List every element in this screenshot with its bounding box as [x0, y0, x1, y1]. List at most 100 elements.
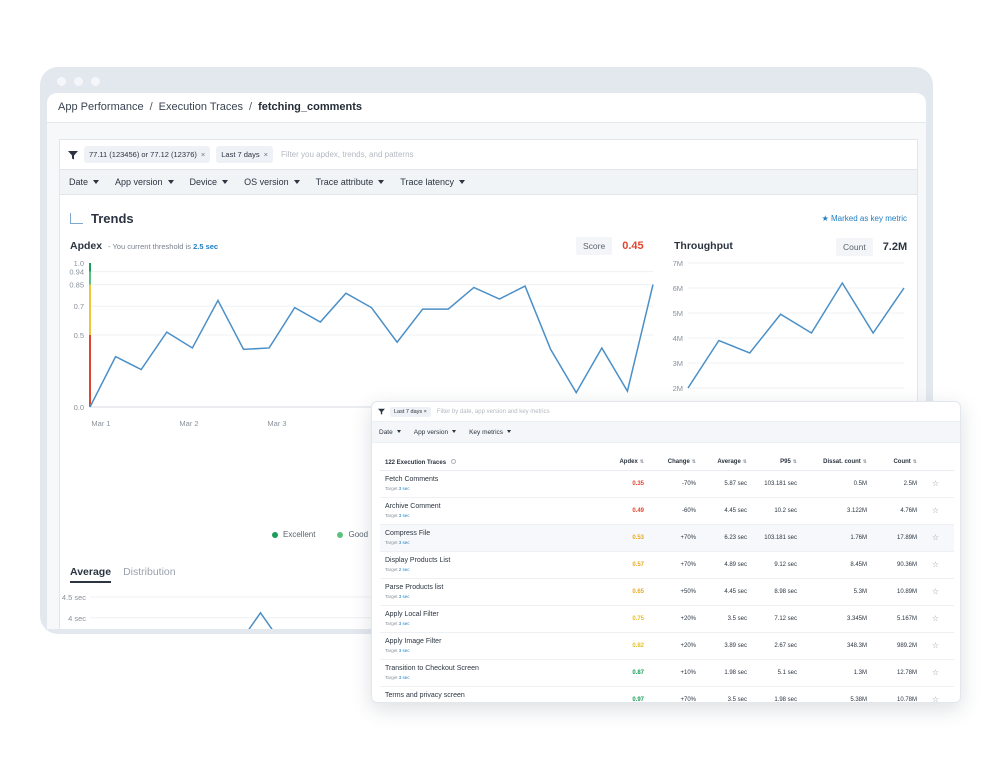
star-icon[interactable]: ☆: [931, 668, 940, 677]
average-cell: 4.45 sec: [702, 578, 753, 606]
throughput-line: [687, 281, 905, 389]
trace-name-cell: Transition to Checkout Screen Target 3 se…: [380, 659, 595, 687]
apdex-cell: 0.65: [595, 578, 650, 606]
trace-name[interactable]: Transition to Checkout Screen: [385, 665, 479, 672]
traces-table: 122 Execution Traces Apdex ⇅ Change ⇅ Aver…: [380, 455, 954, 703]
count-cell: 2.5M: [873, 470, 923, 498]
target-label: Target: [385, 648, 398, 653]
table-row[interactable]: Display Products List Target 2 sec 0.57 +70…: [380, 551, 954, 579]
breadcrumb-item[interactable]: App Performance: [58, 101, 144, 113]
apdex-cell: 0.75: [595, 605, 650, 633]
chevron-down-icon: [459, 180, 465, 184]
table-row[interactable]: Archive Comment Target 3 sec 0.49 -60% 4.45 …: [380, 497, 954, 525]
column-header-average[interactable]: Average ⇅: [702, 455, 753, 471]
trace-name[interactable]: Fetch Comments: [385, 476, 439, 483]
table-row[interactable]: Transition to Checkout Screen Target 3 se…: [380, 659, 954, 687]
trace-name[interactable]: Apply Image Filter: [385, 638, 442, 645]
dropdown-key-metrics[interactable]: Key metrics: [469, 429, 512, 436]
dropdown-device[interactable]: Device: [190, 177, 229, 187]
column-header-count[interactable]: Count ⇅: [873, 455, 923, 471]
filter-chip-date[interactable]: Last 7 days ×: [216, 146, 273, 163]
threshold-value[interactable]: 2.5 sec: [193, 242, 219, 251]
breadcrumb: App Performance / Execution Traces / fetchin…: [47, 93, 926, 123]
table-row[interactable]: Apply Image Filter Target 3 sec 0.82 +20% 3.…: [380, 632, 954, 660]
star-icon[interactable]: ☆: [931, 533, 940, 542]
count-label: Count: [836, 238, 873, 256]
dropdown-label: Date: [379, 428, 393, 436]
tab-distribution[interactable]: Distribution: [123, 566, 176, 578]
tab-average[interactable]: Average: [70, 566, 112, 583]
trace-name[interactable]: Display Products List: [385, 557, 451, 564]
column-header-change[interactable]: Change ⇅: [650, 455, 702, 471]
dropdown-app-version[interactable]: App version: [414, 429, 457, 436]
dropdown-os-version[interactable]: OS version: [244, 177, 300, 187]
target-value: 3 sec: [398, 621, 410, 626]
average-cell: 4.89 sec: [702, 551, 753, 579]
trace-name-cell: Apply Image Filter Target 3 sec: [380, 632, 595, 660]
star-icon[interactable]: ☆: [931, 560, 940, 569]
p95-cell: 2.67 sec: [753, 632, 803, 660]
y-tick-label: 0.0: [74, 403, 84, 412]
key-metric-link[interactable]: ★ Marked as key metric: [822, 214, 907, 223]
favorite-cell: ☆: [923, 686, 954, 703]
target-value: 2 sec: [398, 567, 410, 572]
info-icon[interactable]: [451, 458, 457, 464]
table-title-text: 122 Execution Traces: [385, 459, 447, 466]
trace-name[interactable]: Compress File: [385, 530, 431, 537]
sort-icon: ⇅: [862, 459, 867, 466]
filter-chip-date[interactable]: Last 7 days ×: [390, 406, 431, 417]
trace-target: Target 3 sec: [385, 702, 589, 703]
target-label: Target: [385, 675, 398, 680]
card-filter-input[interactable]: Filter by date, app version and key metr…: [436, 408, 550, 415]
y-tick-label: 0.7: [74, 302, 84, 311]
filter-chip-version[interactable]: 77.11 (123456) or 77.12 (12376) ×: [84, 146, 211, 163]
window-dot: [91, 77, 100, 86]
star-icon[interactable]: ☆: [931, 695, 940, 703]
table-row[interactable]: Fetch Comments Target 3 sec 0.35 -70% 5.87 s…: [380, 470, 954, 498]
trace-target: Target 3 sec: [385, 621, 589, 626]
legend-dot: [337, 531, 344, 538]
trace-name[interactable]: Parse Products list: [385, 584, 444, 591]
breadcrumb-current: fetching_comments: [258, 101, 363, 113]
star-icon[interactable]: ☆: [931, 641, 940, 650]
star-icon[interactable]: ☆: [931, 479, 940, 488]
p95-cell: 5.1 sec: [753, 659, 803, 687]
y-tick-label: 7M: [673, 259, 683, 268]
column-header-apdex[interactable]: Apdex ⇅: [595, 455, 650, 471]
table-row[interactable]: Compress File Target 3 sec 0.53 +70% 6.23 se…: [380, 524, 954, 552]
star-icon[interactable]: ☆: [931, 614, 940, 623]
dropdown-date[interactable]: Date: [69, 177, 100, 187]
dropdown-trace-latency[interactable]: Trace latency: [400, 177, 465, 187]
throughput-chart: 7M 6M 5M 4M 3M 2M: [673, 259, 905, 393]
dropdown-app-version[interactable]: App version: [115, 177, 174, 187]
star-icon[interactable]: ☆: [931, 506, 940, 515]
table-header-row: 122 Execution Traces Apdex ⇅ Change ⇅ Aver…: [380, 455, 954, 471]
dropdown-date[interactable]: Date: [379, 429, 401, 436]
table-title: 122 Execution Traces: [380, 455, 595, 471]
column-header-dissat-count[interactable]: Dissat. count ⇅: [803, 455, 873, 471]
chevron-down-icon: [452, 429, 457, 433]
target-value: 3 sec: [398, 648, 410, 653]
table-row[interactable]: Apply Local Filter Target 3 sec 0.75 +20% 3.…: [380, 605, 954, 633]
dropdown-trace-attribute[interactable]: Trace attribute: [316, 177, 385, 187]
trace-name[interactable]: Terms and privacy screen: [385, 692, 465, 699]
breadcrumb-item[interactable]: Execution Traces: [158, 101, 244, 113]
x-tick-label: Mar 1: [91, 419, 110, 428]
throughput-title: Throughput: [674, 240, 733, 252]
close-icon[interactable]: ×: [200, 150, 206, 159]
sort-icon: ⇅: [691, 459, 696, 466]
dropdown-label: Device: [189, 177, 218, 187]
filter-input[interactable]: Filter you apdex, trends, and patterns: [281, 150, 414, 159]
trace-name[interactable]: Apply Local Filter: [385, 611, 439, 618]
table-row[interactable]: Parse Products list Target 3 sec 0.65 +50% 4…: [380, 578, 954, 606]
breadcrumb-separator: /: [249, 101, 253, 113]
close-icon[interactable]: ×: [263, 150, 268, 159]
apdex-heading: Apdex - You current threshold is 2.5 sec: [70, 240, 218, 252]
trace-name[interactable]: Archive Comment: [385, 503, 441, 510]
star-icon[interactable]: ☆: [931, 587, 940, 596]
table-row[interactable]: Terms and privacy screen Target 3 sec 0.97…: [380, 686, 954, 703]
trends-heading: Trends: [70, 211, 134, 226]
column-header-p95[interactable]: P95 ⇅: [753, 455, 803, 471]
close-icon[interactable]: ×: [423, 408, 427, 415]
change-cell: +20%: [650, 632, 702, 660]
